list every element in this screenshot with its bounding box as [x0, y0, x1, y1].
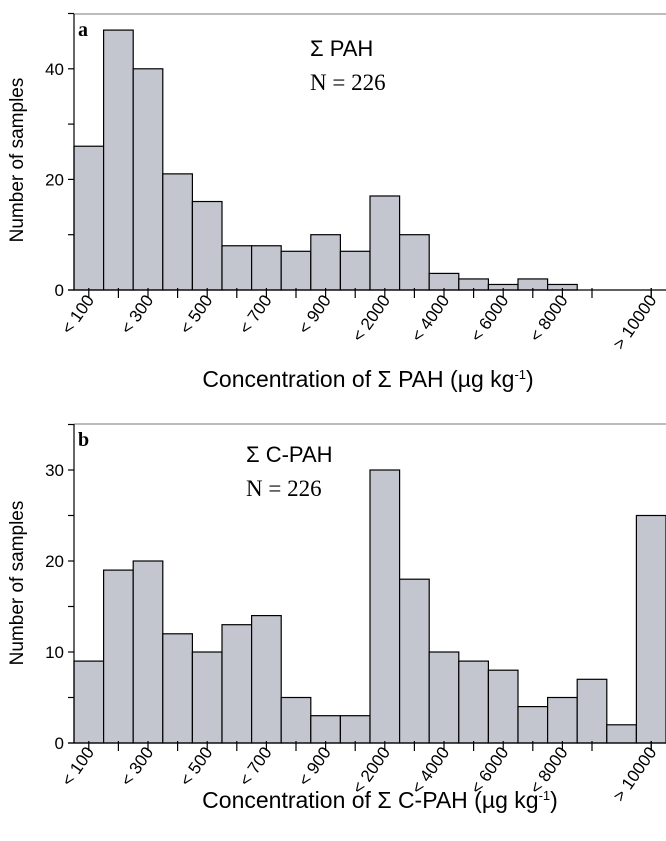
- histogram-bar: [73, 660, 105, 744]
- annotation-title: Σ PAH: [310, 36, 373, 61]
- histogram-bar: [428, 651, 460, 744]
- histogram-bar: [251, 614, 282, 744]
- x-tick-label: < 500: [176, 291, 216, 337]
- histogram-bar: [635, 514, 666, 744]
- histogram-bar: [487, 669, 519, 744]
- histogram-bar: [428, 272, 460, 291]
- annotation-title: Σ C-PAH: [246, 442, 333, 467]
- x-tick-label: < 6000: [467, 291, 513, 345]
- y-tick-label: 40: [45, 60, 64, 79]
- histogram-bar: [546, 696, 578, 744]
- x-tick-label: < 900: [295, 291, 335, 337]
- histogram-bar: [162, 633, 194, 744]
- y-tick-label: 30: [45, 461, 64, 480]
- histogram-bar: [517, 705, 549, 744]
- histogram-bar: [606, 724, 637, 744]
- histogram-bar: [339, 250, 371, 291]
- histogram-bar: [191, 200, 223, 291]
- x-tick-label: < 8000: [526, 291, 572, 345]
- x-tick-label: < 2000: [348, 291, 394, 345]
- histogram-bar: [280, 250, 312, 291]
- x-tick-label: < 300: [117, 291, 157, 337]
- x-tick-label: < 500: [176, 743, 216, 789]
- x-tick-label: < 300: [117, 743, 157, 789]
- histogram-bar: [132, 68, 164, 291]
- y-tick-label: 20: [45, 170, 64, 189]
- y-tick-label: 0: [55, 734, 64, 753]
- histogram-bar: [458, 660, 489, 744]
- x-tick-label: < 4000: [408, 291, 454, 345]
- x-tick-label: < 700: [235, 291, 275, 337]
- x-tick-label: > 10000: [609, 743, 660, 805]
- histogram-bar: [576, 678, 608, 744]
- panel-letter: a: [78, 19, 88, 41]
- y-tick-label: 0: [55, 281, 64, 300]
- histogram-bar: [102, 29, 134, 291]
- annotation-n: N = 226: [310, 70, 386, 95]
- histogram-bar: [251, 245, 282, 291]
- histogram-bar: [132, 560, 164, 744]
- y-tick-label: 10: [45, 643, 64, 662]
- y-axis-title: Number of samples: [7, 78, 28, 243]
- y-axis-title: Number of samples: [7, 501, 28, 666]
- panel-letter: b: [78, 429, 89, 451]
- histogram-bar: [399, 578, 430, 744]
- x-axis-title: Concentration of Σ C-PAH (µg kg-1): [202, 787, 558, 813]
- histogram-bar: [102, 569, 134, 744]
- histogram-bar: [191, 651, 223, 744]
- histogram-bar: [280, 696, 312, 744]
- histogram-bar: [221, 245, 253, 291]
- histogram-bar: [399, 234, 430, 291]
- histogram-bar: [310, 715, 341, 744]
- histogram-bar: [221, 624, 253, 744]
- x-tick-label: < 700: [235, 743, 275, 789]
- histogram-bar: [162, 173, 194, 291]
- histogram-bar: [339, 715, 371, 744]
- annotation-n: N = 226: [246, 476, 322, 501]
- histogram-bar: [369, 195, 401, 291]
- x-tick-label: > 10000: [609, 291, 660, 353]
- histogram-bar: [310, 234, 341, 291]
- histogram-bar: [73, 145, 105, 291]
- histogram-bar: [369, 469, 401, 744]
- y-tick-label: 20: [45, 552, 64, 571]
- x-tick-label: < 900: [295, 743, 335, 789]
- x-axis-title: Concentration of Σ PAH (µg kg-1): [202, 366, 533, 392]
